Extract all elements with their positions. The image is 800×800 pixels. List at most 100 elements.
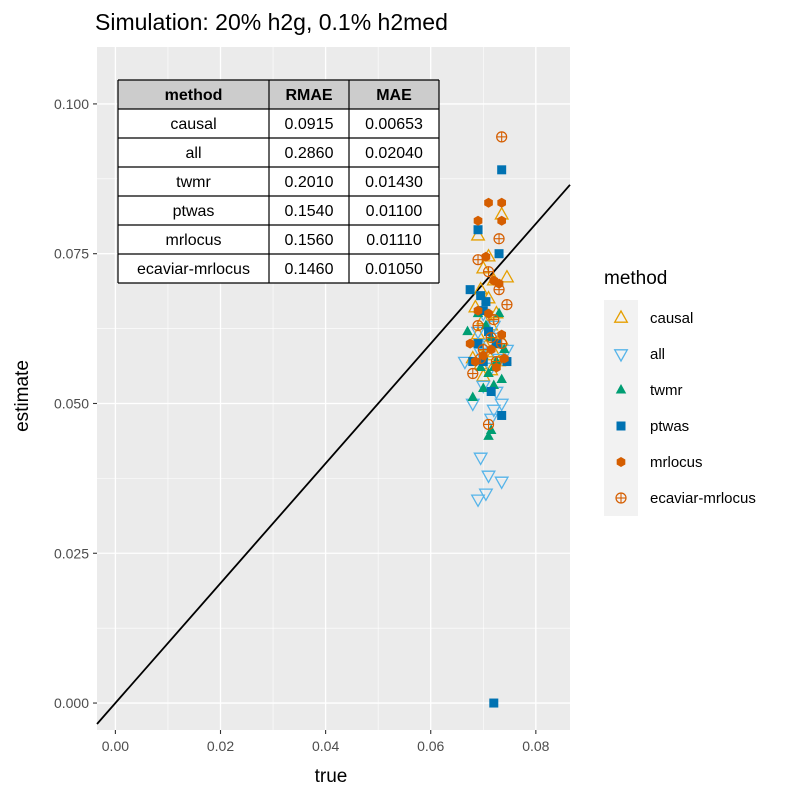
table-cell: 0.1540 — [285, 203, 334, 220]
data-point — [473, 339, 483, 349]
data-point — [482, 418, 495, 431]
y-axis-title: estimate — [12, 360, 33, 432]
legend: method causal all twmr ptwas mrlocus ecaviar-… — [604, 268, 756, 516]
data-point — [493, 233, 505, 245]
data-point — [457, 356, 473, 370]
data-point — [473, 452, 489, 466]
y-tick-label: 0.075 — [54, 246, 89, 262]
legend-title: method — [604, 268, 667, 289]
data-point — [472, 319, 484, 332]
identity-line — [96, 184, 571, 725]
data-point — [493, 284, 505, 296]
table-cell: 0.1460 — [285, 261, 334, 278]
table-cell: 0.01110 — [366, 232, 422, 249]
table-cell: causal — [170, 116, 216, 133]
table-header-cell: method — [165, 87, 223, 104]
data-point — [473, 215, 483, 226]
legend-key-all — [613, 349, 629, 363]
data-point — [481, 297, 491, 307]
table-cell: 0.00653 — [365, 116, 423, 133]
legend-key-causal — [613, 309, 629, 323]
table-header-background — [118, 80, 439, 109]
table-cell: 0.0915 — [285, 116, 334, 133]
table-cell: 0.01050 — [365, 261, 423, 278]
data-point — [494, 278, 504, 289]
data-point — [475, 361, 486, 372]
data-point — [486, 386, 496, 396]
table-cell: 0.1560 — [285, 232, 334, 249]
x-tick-label: 0.02 — [207, 738, 234, 754]
data-point — [486, 404, 502, 418]
data-point — [478, 382, 489, 392]
table-cell: all — [185, 145, 201, 162]
data-point — [486, 344, 496, 355]
data-point — [499, 269, 515, 283]
data-points — [457, 131, 515, 708]
data-point — [467, 367, 479, 380]
data-point — [476, 291, 486, 301]
table-header-cell: MAE — [376, 87, 412, 104]
data-point — [483, 430, 494, 440]
data-point — [497, 410, 507, 420]
data-point — [483, 367, 494, 378]
data-point — [478, 357, 488, 367]
x-tick-label: 0.00 — [102, 738, 129, 754]
data-point — [496, 337, 508, 350]
table-cell: ecaviar-mrlocus — [137, 261, 250, 278]
chart-title: Simulation: 20% h2g, 0.1% h2med — [95, 9, 448, 35]
x-tick-label: 0.04 — [312, 738, 339, 754]
table-cell: mrlocus — [165, 232, 221, 249]
legend-label-ptwas: ptwas — [650, 418, 689, 435]
y-tick-label: 0.025 — [54, 545, 89, 561]
y-tick-label: 0.050 — [54, 395, 89, 411]
table-cell: ptwas — [173, 203, 215, 220]
data-point — [465, 338, 475, 349]
data-point — [482, 266, 495, 278]
table-cell: 0.2010 — [285, 174, 334, 191]
y-tick-label: 0.100 — [54, 96, 89, 112]
data-point — [470, 494, 486, 508]
table-header-cell: RMAE — [285, 87, 332, 104]
data-point — [481, 251, 491, 262]
legend-label-causal: causal — [650, 310, 693, 327]
stats-table: method RMAE MAE causal 0.0915 0.00653 all 0.286… — [117, 79, 440, 284]
data-point — [496, 373, 507, 384]
legend-label-mrlocus: mrlocus — [650, 454, 703, 471]
series-ecaviar-mrlocus — [467, 131, 513, 431]
data-point — [470, 227, 486, 241]
data-point — [499, 353, 509, 364]
table-cell: 0.01430 — [365, 174, 423, 191]
data-point — [497, 329, 507, 340]
data-point — [472, 254, 484, 266]
data-point — [478, 488, 494, 502]
data-point — [475, 352, 487, 365]
data-point — [485, 331, 497, 344]
data-point — [501, 299, 513, 311]
table-cell: 0.01100 — [366, 203, 423, 220]
data-point — [488, 379, 500, 390]
series-mrlocus — [465, 197, 509, 373]
data-point — [462, 325, 473, 336]
table-cell: 0.02040 — [365, 145, 423, 162]
data-point — [478, 306, 488, 316]
data-point — [497, 197, 507, 208]
legend-label-ecaviar-mrlocus: ecaviar-mrlocus — [650, 490, 756, 507]
data-point — [489, 698, 499, 708]
data-point — [475, 380, 491, 394]
data-point — [494, 476, 510, 490]
table-cell: 0.2860 — [285, 145, 334, 162]
y-tick-label: 0.000 — [54, 695, 89, 711]
legend-key-twmr — [615, 384, 627, 394]
legend-label-all: all — [650, 346, 665, 363]
legend-key-ecaviar-mrlocus — [615, 492, 627, 504]
data-point — [465, 285, 475, 295]
data-point — [497, 215, 507, 226]
x-tick-label: 0.08 — [522, 738, 549, 754]
data-point — [490, 355, 503, 368]
data-point — [496, 131, 508, 143]
data-point — [492, 362, 501, 373]
legend-key-ptwas — [616, 421, 626, 431]
data-point — [488, 314, 500, 326]
x-tick-label: 0.06 — [417, 738, 444, 754]
